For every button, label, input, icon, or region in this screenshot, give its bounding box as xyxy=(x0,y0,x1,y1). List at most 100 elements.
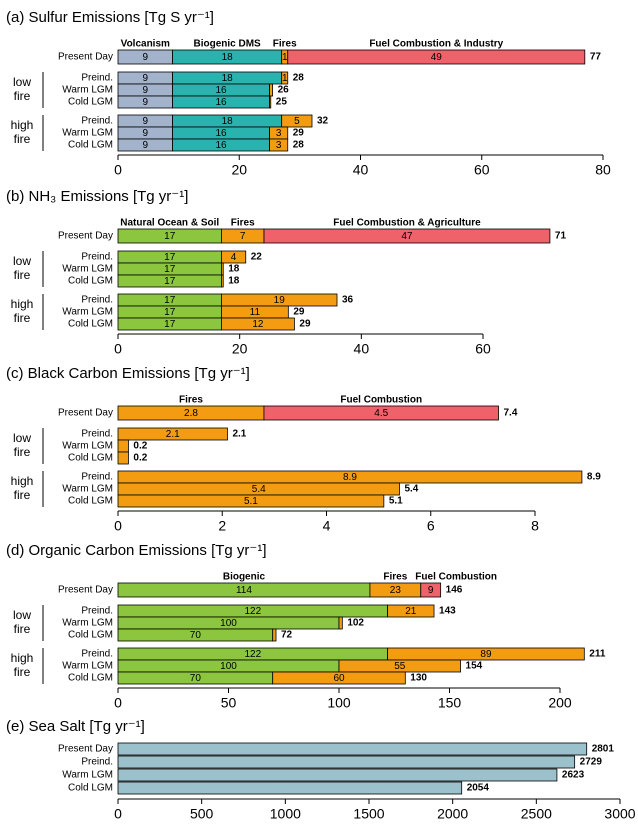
row-label: Preind. xyxy=(81,472,113,483)
row-label: Cold LGM xyxy=(68,673,113,684)
x-tick-label: 2 xyxy=(218,518,226,534)
bar-segment xyxy=(117,755,576,769)
segment-label: 122 xyxy=(244,606,261,617)
bar-segment xyxy=(117,768,558,782)
bar-segment xyxy=(272,671,406,685)
segment-label: 9 xyxy=(143,73,149,84)
panel-title: (c) Black Carbon Emissions [Tg yr⁻¹] xyxy=(6,365,250,382)
row-label: Preind. xyxy=(81,649,113,660)
total-label: 26 xyxy=(278,85,290,96)
segment-label: 9 xyxy=(143,140,149,151)
segment-label: 70 xyxy=(190,630,202,641)
x-tick-label: 0 xyxy=(114,518,122,534)
panel-title: (a) Sulfur Emissions [Tg S yr⁻¹] xyxy=(6,9,214,26)
series-header: Fuel Combustion xyxy=(340,395,422,406)
row-label: Warm LGM xyxy=(62,307,113,318)
segment-label: 70 xyxy=(190,673,202,684)
segment-label: 19 xyxy=(274,295,286,306)
segment-label: 11 xyxy=(250,307,261,318)
row-label: Cold LGM xyxy=(68,276,113,287)
row-label: Cold LGM xyxy=(68,496,113,507)
bar-segment xyxy=(387,647,585,661)
total-label: 32 xyxy=(317,116,329,127)
segment-label: 2.1 xyxy=(166,429,180,440)
segment-label: 122 xyxy=(244,649,261,660)
panel-title: (d) Organic Carbon Emissions [Tg yr⁻¹] xyxy=(6,542,267,559)
row-label: Warm LGM xyxy=(62,264,113,275)
segment-label: 89 xyxy=(480,649,492,660)
x-tick-label: 8 xyxy=(531,518,539,534)
series-header: Volcanism xyxy=(121,39,170,50)
row-label: Preind. xyxy=(81,116,113,127)
x-tick-label: 3000 xyxy=(604,806,635,822)
value-label: 2623 xyxy=(562,770,585,781)
series-header: Fires xyxy=(383,572,407,583)
bar-segment xyxy=(387,604,435,618)
total-label: 7.4 xyxy=(504,408,518,419)
x-tick-label: 40 xyxy=(354,341,370,357)
bar-segment xyxy=(221,250,247,264)
value-label: 2054 xyxy=(467,783,490,794)
total-label: 154 xyxy=(466,661,483,672)
total-label: 0.2 xyxy=(133,441,147,452)
row-label: Warm LGM xyxy=(62,484,113,495)
series-header: Fuel Combustion & Agriculture xyxy=(333,218,481,229)
segment-label: 5 xyxy=(294,116,300,127)
segment-label: 7 xyxy=(240,231,246,242)
segment-label: 4 xyxy=(231,252,237,263)
x-tick-label: 0 xyxy=(114,806,122,822)
segment-label: 9 xyxy=(143,85,149,96)
segment-label: 12 xyxy=(252,319,264,330)
total-label: 28 xyxy=(293,140,305,151)
x-tick-label: 60 xyxy=(474,162,490,178)
total-label: 2.1 xyxy=(232,429,246,440)
row-label: Preind. xyxy=(81,295,113,306)
segment-label: 1 xyxy=(282,73,288,84)
segment-label: 1 xyxy=(282,52,288,63)
segment-label: 47 xyxy=(401,231,413,242)
bar-segment xyxy=(281,71,289,85)
x-tick-label: 80 xyxy=(595,162,611,178)
row-label: Present Day xyxy=(58,52,113,63)
panel-title: (b) NH₃ Emissions [Tg yr⁻¹] xyxy=(6,188,188,205)
segment-label: 100 xyxy=(220,618,237,629)
bar-segment xyxy=(117,451,129,465)
x-tick-label: 0 xyxy=(114,341,122,357)
series-header: Biogenic DMS xyxy=(194,39,262,50)
group-label: high fire xyxy=(11,118,34,146)
group-label: low fire xyxy=(13,75,31,103)
segment-label: 9 xyxy=(143,97,149,108)
bar-segment xyxy=(263,228,551,244)
series-header: Fires xyxy=(179,395,203,406)
group-label: low fire xyxy=(13,608,31,636)
row-label: Warm LGM xyxy=(62,661,113,672)
x-tick-label: 60 xyxy=(475,341,491,357)
row-label: Present Day xyxy=(58,585,113,596)
total-label: 130 xyxy=(410,673,427,684)
x-tick-label: 200 xyxy=(548,695,572,711)
segment-label: 18 xyxy=(222,116,234,127)
series-header: Fuel Combustion & Industry xyxy=(369,39,503,50)
series-header: Fires xyxy=(273,39,297,50)
series-header: Fuel Combustion xyxy=(415,572,497,583)
x-tick-label: 50 xyxy=(221,695,237,711)
row-label: Present Day xyxy=(58,231,113,242)
x-tick-label: 20 xyxy=(232,341,248,357)
segment-label: 16 xyxy=(216,140,228,151)
total-label: 29 xyxy=(299,319,311,330)
x-tick-label: 6 xyxy=(427,518,435,534)
total-label: 29 xyxy=(293,307,305,318)
segment-label: 9 xyxy=(143,116,149,127)
segment-label: 4.5 xyxy=(374,408,388,419)
segment-label: 55 xyxy=(394,661,406,672)
x-tick-label: 0 xyxy=(114,695,122,711)
total-label: 29 xyxy=(293,128,305,139)
x-tick-label: 100 xyxy=(327,695,351,711)
bar-segment xyxy=(117,439,129,453)
bar-segment xyxy=(117,781,463,795)
segment-label: 17 xyxy=(164,307,176,318)
total-label: 143 xyxy=(439,606,456,617)
segment-label: 17 xyxy=(164,319,176,330)
row-label: Preind. xyxy=(81,252,113,263)
